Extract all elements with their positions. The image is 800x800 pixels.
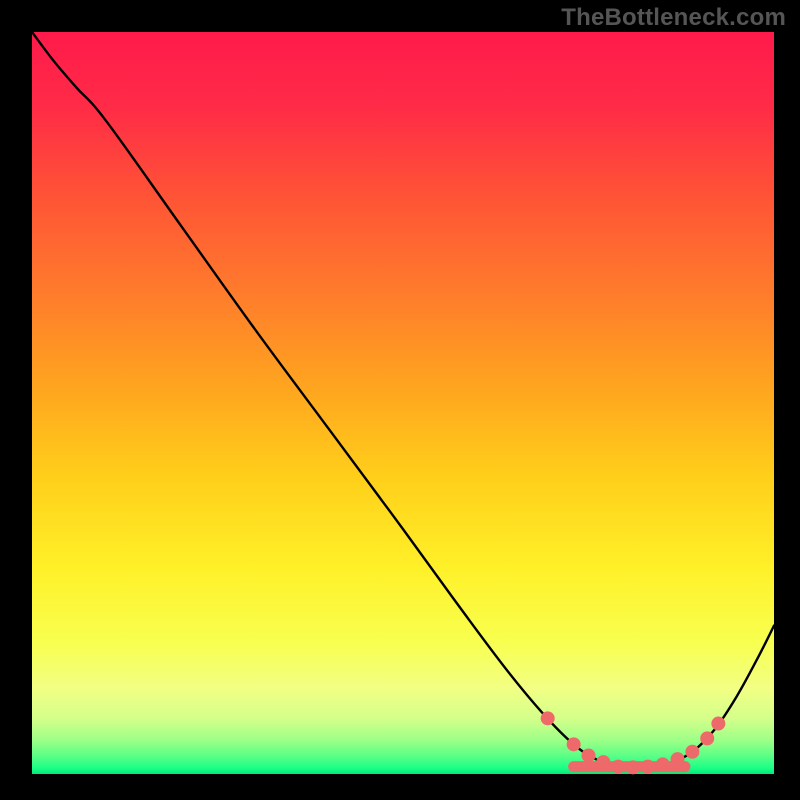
plot-background [32, 32, 774, 774]
marker-dot [686, 745, 699, 758]
marker-dot [582, 749, 595, 762]
marker-dot [597, 756, 610, 769]
marker-dot [541, 712, 554, 725]
chart-container: TheBottleneck.com [0, 0, 800, 800]
marker-dot [627, 761, 640, 774]
marker-dot [641, 760, 654, 773]
bottleneck-chart [0, 0, 800, 800]
marker-dot [567, 738, 580, 751]
marker-dot [656, 758, 669, 771]
marker-dot [612, 760, 625, 773]
marker-dot [701, 732, 714, 745]
marker-dot [712, 717, 725, 730]
marker-dot [671, 753, 684, 766]
watermark-text: TheBottleneck.com [561, 4, 786, 32]
